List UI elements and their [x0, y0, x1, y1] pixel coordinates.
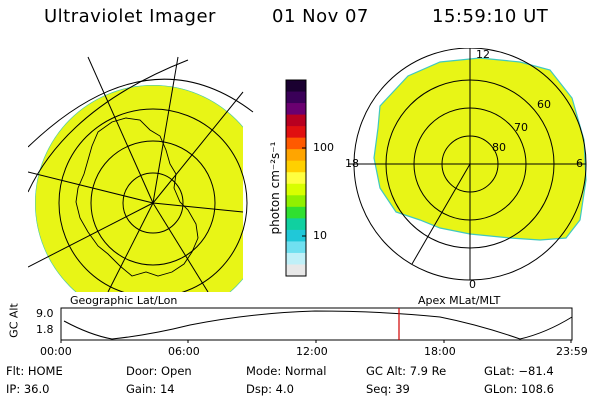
coastline — [75, 117, 199, 277]
status-gc-alt: GC Alt: 7.9 Re — [366, 364, 447, 378]
geo-right-clear — [243, 52, 260, 292]
apex-aurora-fill — [373, 57, 587, 241]
altitude-y-max: 9.0 — [36, 307, 54, 320]
colorbar-band — [286, 103, 306, 116]
colorbar-band — [286, 160, 306, 173]
geo-map-label: Geographic Lat/Lon — [70, 294, 178, 307]
mlt-18-label: 18 — [345, 157, 359, 170]
image-time: 15:59:10 UT — [432, 6, 549, 27]
apex-map-label: Apex MLat/MLT — [418, 294, 501, 307]
colorbar-unit-label: photon cm⁻²s⁻¹ — [268, 141, 282, 235]
image-date: 01 Nov 07 — [272, 6, 369, 27]
colorbar-band — [286, 252, 306, 265]
colorbar-band — [286, 137, 306, 150]
colorbar-band — [286, 183, 306, 196]
altitude-plot — [60, 307, 573, 343]
colorbar-tick-100: 100 — [313, 141, 334, 154]
status-glon: GLon: 108.6 — [484, 382, 554, 396]
mlt-6-label: 6 — [576, 157, 583, 170]
altitude-y-min: 1.8 — [36, 323, 54, 336]
geo-top-clear — [28, 52, 260, 60]
colorbar-band — [286, 80, 306, 93]
colorbar-band — [286, 229, 306, 242]
mlat-60-label: 60 — [537, 98, 551, 111]
colorbar-band — [286, 126, 306, 139]
status-gain: Gain: 14 — [126, 382, 175, 396]
geographic-map — [28, 52, 260, 292]
colorbar-band — [286, 91, 306, 104]
mlt-0-label: 0 — [469, 278, 476, 291]
colorbar-band — [286, 218, 306, 231]
altitude-curve — [63, 310, 573, 340]
colorbar-band — [286, 206, 306, 219]
apex-grid-lines — [348, 48, 587, 281]
colorbar-band — [286, 264, 306, 277]
geo-aurora-fill — [35, 85, 260, 292]
colorbar-tick-10: 10 — [313, 229, 327, 242]
colorbar-band — [286, 172, 306, 185]
status-glat: GLat: −81.4 — [484, 364, 554, 378]
instrument-title: Ultraviolet Imager — [44, 6, 216, 27]
status-mode: Mode: Normal — [246, 364, 327, 378]
mlt-12-label: 12 — [476, 48, 490, 61]
colorbar-band — [286, 149, 306, 162]
status-door: Door: Open — [126, 364, 192, 378]
x-tick-1800: 18:00 — [424, 345, 456, 358]
mlat-70-label: 70 — [514, 121, 528, 134]
status-ip: IP: 36.0 — [6, 382, 50, 396]
status-seq: Seq: 39 — [366, 382, 410, 396]
mlat-80-label: 80 — [492, 141, 506, 154]
colorbar-band — [286, 114, 306, 127]
status-dsp: Dsp: 4.0 — [246, 382, 294, 396]
x-tick-0600: 06:00 — [168, 345, 200, 358]
colorbar-band — [286, 195, 306, 208]
x-tick-1200: 12:00 — [296, 345, 328, 358]
geo-grid-lines — [28, 56, 254, 292]
x-tick-0000: 00:00 — [40, 345, 72, 358]
colorbar-band — [286, 241, 306, 254]
altitude-ylabel: GC Alt — [7, 303, 21, 338]
status-flight: Flt: HOME — [6, 364, 63, 378]
apex-map — [348, 48, 587, 281]
x-tick-2359: 23:59 — [556, 345, 588, 358]
colorbar — [285, 79, 307, 277]
